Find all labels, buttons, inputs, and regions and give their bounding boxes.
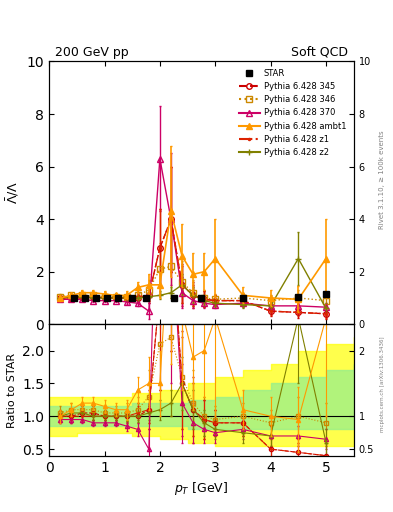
Y-axis label: $\bar{\Lambda}/\Lambda$: $\bar{\Lambda}/\Lambda$	[5, 181, 21, 204]
Legend: STAR, Pythia 6.428 345, Pythia 6.428 346, Pythia 6.428 370, Pythia 6.428 ambt1, : STAR, Pythia 6.428 345, Pythia 6.428 346…	[235, 66, 349, 160]
Text: Rivet 3.1.10, ≥ 100k events: Rivet 3.1.10, ≥ 100k events	[379, 130, 385, 228]
Y-axis label: Ratio to STAR: Ratio to STAR	[7, 352, 17, 428]
X-axis label: $p_T$ [GeV]: $p_T$ [GeV]	[174, 480, 229, 497]
Text: Soft QCD: Soft QCD	[290, 46, 348, 59]
Text: mcplots.cern.ch [arXiv:1306.3436]: mcplots.cern.ch [arXiv:1306.3436]	[380, 336, 385, 432]
Text: 200 GeV pp: 200 GeV pp	[55, 46, 129, 59]
